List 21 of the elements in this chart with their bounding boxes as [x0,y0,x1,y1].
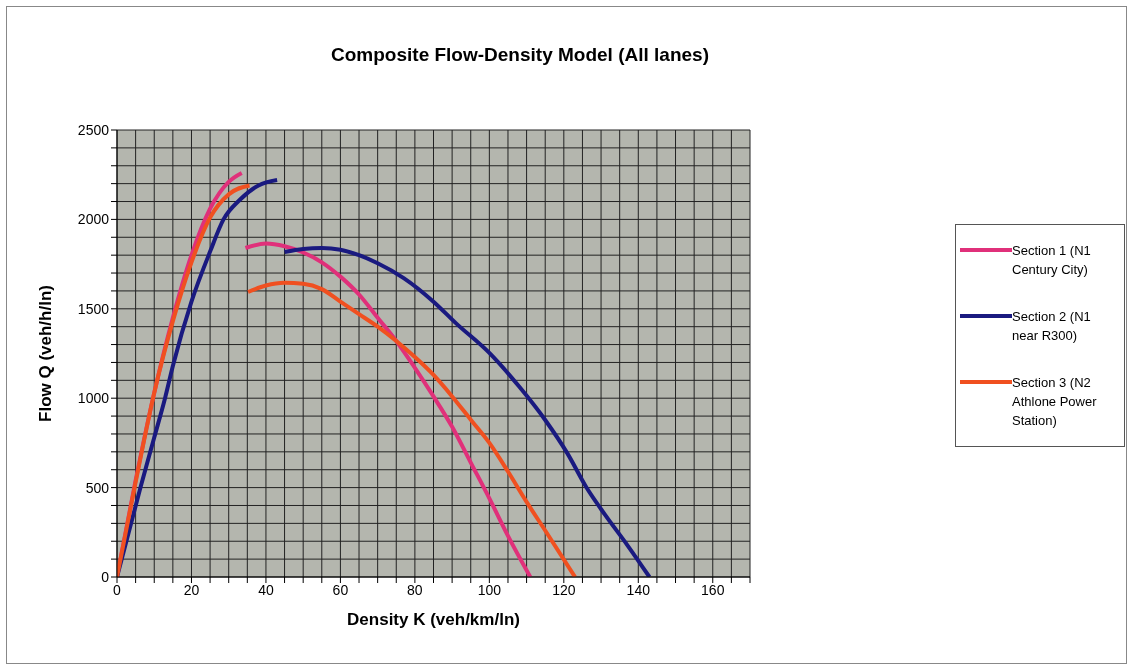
y-tick-label: 500 [85,479,110,496]
chart-title: Composite Flow-Density Model (All lanes) [330,44,710,66]
x-tick-label: 40 [258,581,274,598]
y-tick-label: 2500 [77,121,110,138]
x-tick-label: 0 [113,581,122,598]
x-tick-label: 80 [407,581,423,598]
x-tick-label: 60 [332,581,349,598]
x-tick-label: 140 [626,581,651,598]
y-tick-label: 1500 [77,300,110,317]
y-tick-label: 1000 [77,390,110,407]
y-tick-label: 2000 [77,211,110,228]
x-tick-label: 100 [477,581,502,598]
y-tick-label: 0 [101,568,110,585]
x-tick-label: 160 [701,581,725,598]
legend-label: Section 2 (N1 near R300) [1012,307,1092,345]
legend-label: Section 1 (N1 Century City) [1012,241,1092,279]
legend-label: Section 3 (N2 Athlone Power Station) [1012,373,1098,430]
y-axis-title: Flow Q (veh/h/ln) [36,285,56,422]
x-axis-title: Density K (veh/km/ln) [347,610,520,629]
x-tick-label: 120 [552,581,576,598]
x-tick-label: 20 [183,581,200,598]
